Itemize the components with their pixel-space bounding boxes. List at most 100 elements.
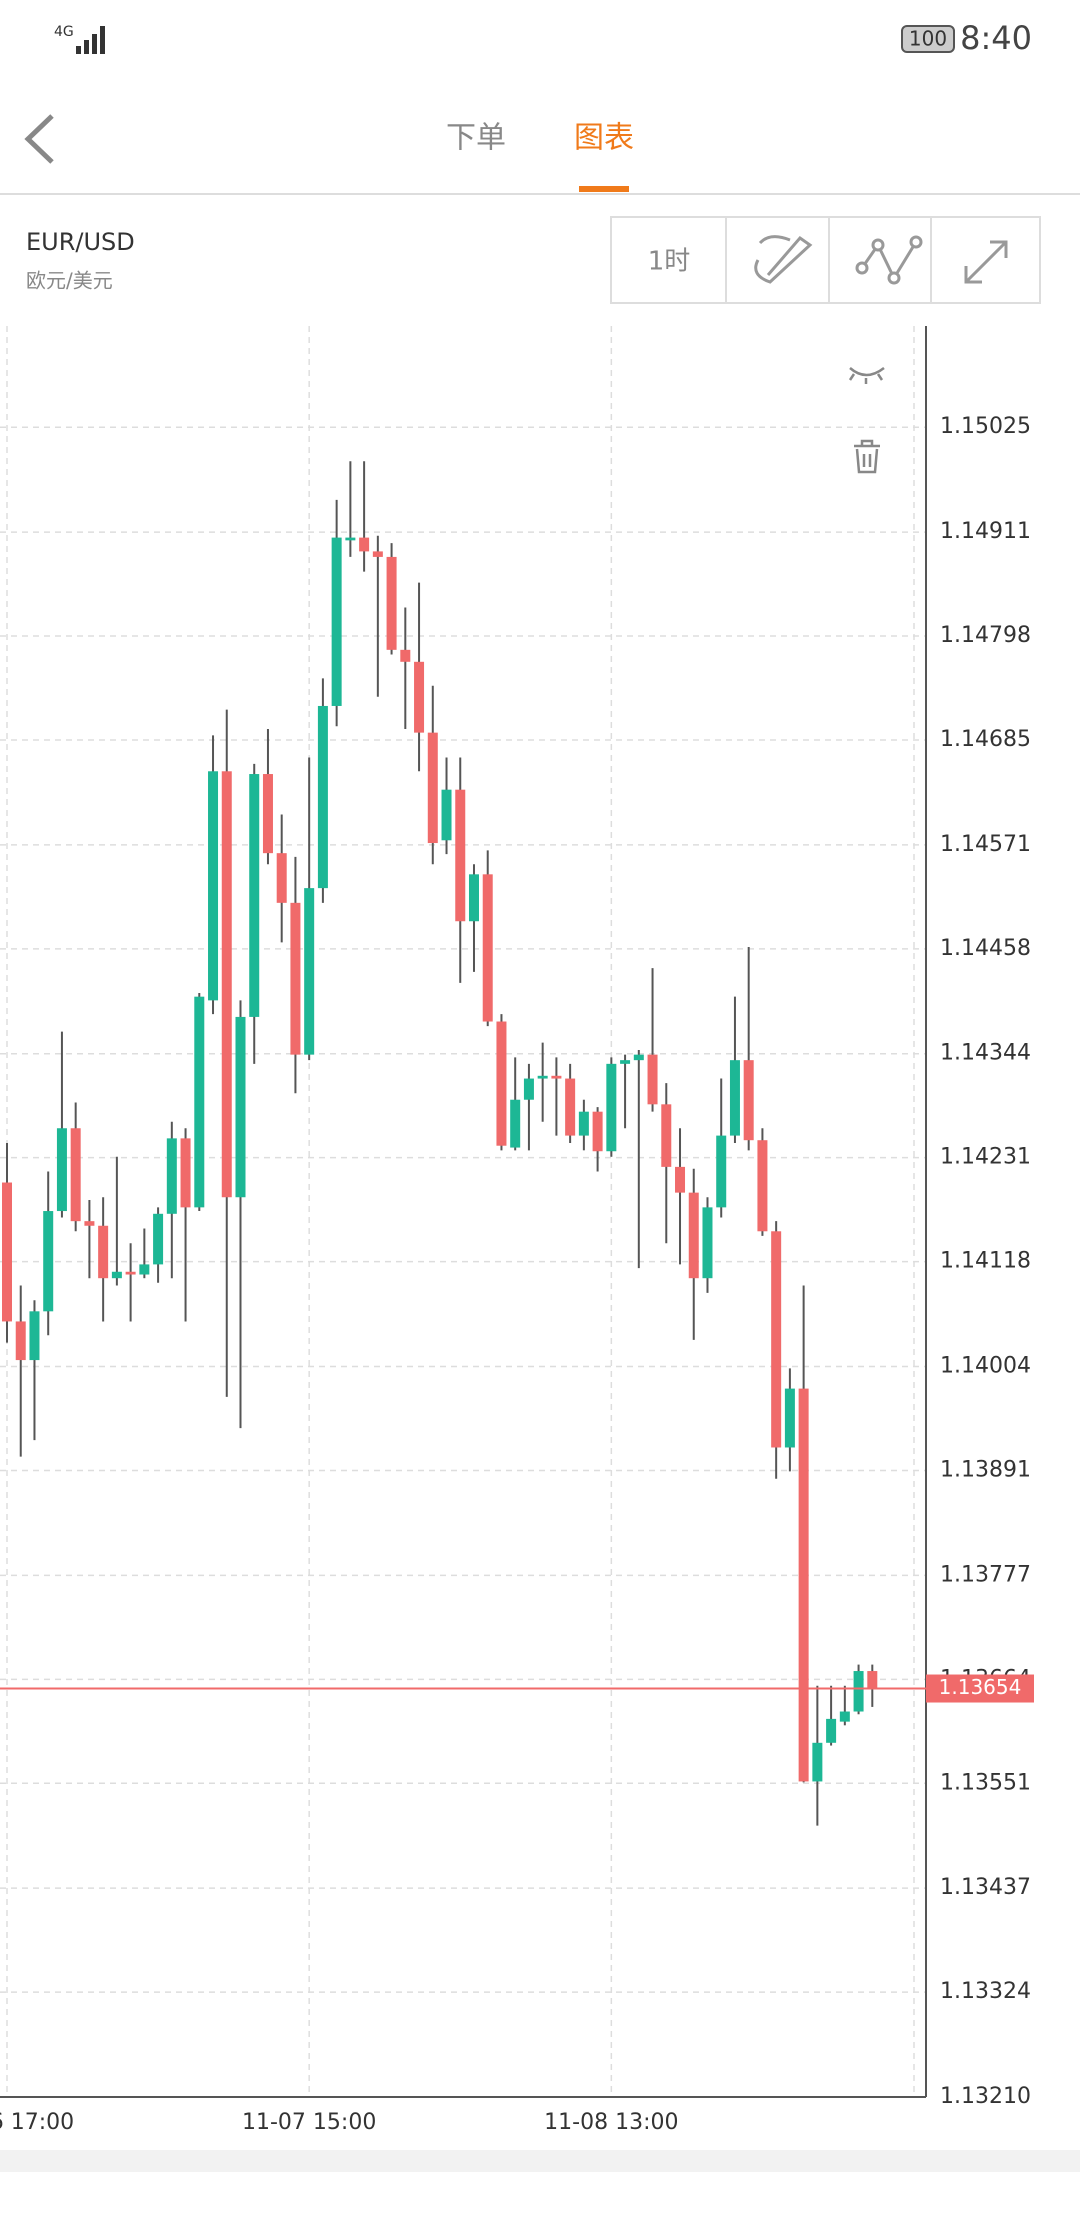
candle-body xyxy=(551,1075,562,1079)
candle-body xyxy=(317,705,328,889)
candle-body xyxy=(537,1075,548,1079)
candle-body xyxy=(249,774,260,1017)
hide-icon[interactable] xyxy=(848,366,885,384)
candle-body xyxy=(345,537,356,541)
tab-active[interactable]: 图表 xyxy=(574,121,634,156)
y-tick-label: 1.14911 xyxy=(940,519,1031,544)
indicator-dots xyxy=(855,235,923,285)
candle-body xyxy=(194,996,205,1208)
candle-body xyxy=(43,1211,54,1312)
candle-body xyxy=(2,1182,12,1322)
toolbar: 1时 xyxy=(610,216,1041,304)
fullscreen-button[interactable] xyxy=(964,240,1008,284)
back-button[interactable] xyxy=(24,114,54,164)
indicator-button[interactable] xyxy=(860,241,918,282)
candle-body xyxy=(853,1671,864,1712)
candle-body xyxy=(386,556,397,650)
candle-body xyxy=(592,1111,603,1152)
plot: 1.15025 1.14911 1.14798 1.14685 1.14571 1.144… xyxy=(0,326,1034,2135)
candle-body xyxy=(276,853,287,903)
candle-body xyxy=(620,1060,631,1064)
candle-body xyxy=(784,1388,795,1448)
candle-body xyxy=(839,1711,850,1722)
candle-body xyxy=(729,1060,740,1136)
battery-level: 100 xyxy=(909,27,947,51)
clock: 8:40 xyxy=(960,19,1032,57)
candle-body xyxy=(84,1221,95,1226)
network-label: 4G xyxy=(54,24,74,40)
candle-body xyxy=(633,1054,644,1061)
candle-body xyxy=(798,1388,809,1782)
x-tick-label: 11-08 13:00 xyxy=(544,2110,678,2135)
signal-icon xyxy=(76,26,105,54)
y-tick-label: 1.13891 xyxy=(940,1457,1031,1482)
candle-body xyxy=(111,1271,122,1279)
candle-body xyxy=(757,1140,768,1232)
candle-body xyxy=(716,1135,727,1208)
candle-body xyxy=(867,1671,878,1689)
battery-icon xyxy=(901,25,955,53)
candle-body xyxy=(647,1054,658,1105)
candle-body xyxy=(455,789,466,922)
candle-body xyxy=(125,1271,136,1275)
candle-body xyxy=(139,1264,150,1275)
candle-body xyxy=(70,1128,81,1222)
y-tick-label: 1.14685 xyxy=(940,727,1031,752)
y-tick-label: 1.15025 xyxy=(940,414,1031,439)
candle-body xyxy=(661,1104,672,1167)
candle-body xyxy=(56,1128,67,1212)
candle-body xyxy=(235,1016,246,1198)
candle-body xyxy=(180,1138,191,1208)
y-tick-label: 1.13324 xyxy=(940,1979,1031,2004)
candle-body xyxy=(414,661,425,733)
delete-icon[interactable] xyxy=(854,439,880,474)
candle-body xyxy=(482,874,493,1022)
candle-body xyxy=(468,874,479,922)
candle-body xyxy=(290,902,301,1055)
candle-body xyxy=(826,1718,837,1743)
candle-body xyxy=(523,1078,534,1100)
tab-indicator xyxy=(579,186,629,192)
status-bar: 4G 100 8:40 xyxy=(54,19,1032,57)
current-price-label: 1.13654 xyxy=(939,1675,1022,1699)
candle-body xyxy=(331,537,342,706)
candle-body xyxy=(565,1078,576,1136)
candle-body xyxy=(400,649,411,662)
draw-tool-button[interactable] xyxy=(754,235,813,284)
y-tick-label: 1.13210 xyxy=(940,2084,1031,2109)
candle-body xyxy=(427,732,438,844)
candle-body xyxy=(688,1192,699,1279)
y-tick-label: 1.13777 xyxy=(940,1562,1031,1587)
y-tick-label: 1.13551 xyxy=(940,1770,1031,1795)
candle-body xyxy=(304,888,315,1055)
x-tick-label: 11-07 15:00 xyxy=(242,2110,376,2135)
bottom-bar xyxy=(0,2150,1080,2172)
tab[interactable]: 下单 xyxy=(446,121,506,156)
candle-body xyxy=(441,789,452,841)
candle-body xyxy=(510,1099,521,1148)
candle-body xyxy=(98,1225,109,1279)
y-tick-label: 1.14458 xyxy=(940,936,1031,961)
candle-body xyxy=(771,1231,782,1448)
y-tick-label: 1.14004 xyxy=(940,1354,1031,1379)
candle-body xyxy=(166,1138,177,1214)
candle-body xyxy=(675,1166,686,1193)
candle-body xyxy=(262,774,273,854)
candle-body xyxy=(359,537,370,552)
candle-body xyxy=(702,1207,713,1279)
y-tick-label: 1.14118 xyxy=(940,1249,1031,1274)
symbol-code: EUR/USD xyxy=(26,228,135,256)
candle-body xyxy=(15,1321,26,1361)
candle-body xyxy=(743,1060,754,1141)
candle-body xyxy=(606,1063,617,1152)
y-tick-label: 1.14798 xyxy=(940,623,1031,648)
y-tick-label: 1.13437 xyxy=(940,1875,1031,1900)
x-tick-label: 11-06 17:00 xyxy=(0,2110,74,2135)
interval-button[interactable]: 1时 xyxy=(648,247,691,277)
candle-body xyxy=(812,1742,823,1782)
candle-body xyxy=(578,1111,589,1136)
symbol-name: 欧元/美元 xyxy=(26,269,113,293)
candle-body xyxy=(496,1021,507,1146)
